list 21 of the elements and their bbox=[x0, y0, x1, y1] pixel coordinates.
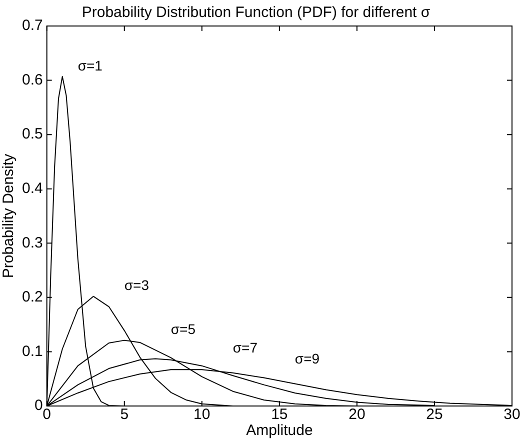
x-tick-label: 20 bbox=[348, 406, 366, 424]
y-tick-label: 0.7 bbox=[22, 17, 43, 34]
chart-title: Probability Distribution Function (PDF) for different σ bbox=[82, 4, 431, 22]
y-tick-label: 0.2 bbox=[22, 288, 43, 306]
y-tick-label: 0.5 bbox=[22, 126, 43, 143]
x-tick-label: 10 bbox=[194, 406, 210, 424]
series-label: σ=9 bbox=[294, 350, 320, 366]
x-axis-title: Amplitude bbox=[246, 422, 313, 440]
series-label: σ=5 bbox=[170, 321, 196, 338]
y-tick-label: 0.6 bbox=[22, 71, 43, 88]
series-label: σ=7 bbox=[232, 340, 258, 356]
x-tick-label: 15 bbox=[271, 406, 288, 424]
series-label: σ=3 bbox=[124, 277, 150, 294]
y-tick-label: 0.1 bbox=[22, 342, 43, 360]
x-tick-label: 30 bbox=[504, 406, 520, 424]
y-tick-label: 0.4 bbox=[22, 180, 43, 197]
y-axis-title: Probability Density bbox=[0, 153, 18, 278]
x-tick-label: 5 bbox=[120, 406, 129, 424]
y-tick-label: 0.3 bbox=[22, 234, 43, 252]
series-label: σ=1 bbox=[78, 57, 103, 74]
x-tick-label: 25 bbox=[426, 406, 443, 424]
